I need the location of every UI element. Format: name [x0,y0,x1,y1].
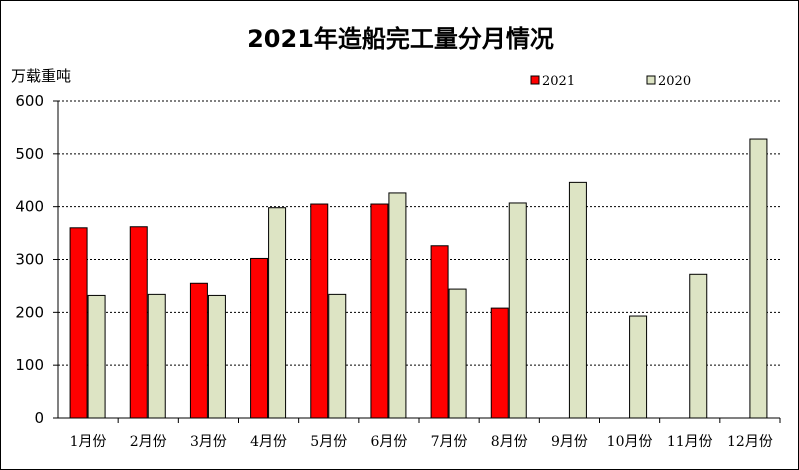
x-tick-label: 4月份 [250,434,287,450]
bar-2020-2 [147,293,166,419]
bar-2021-8 [490,307,509,419]
x-tick-label: 2月份 [130,434,167,450]
y-tick-label: 400 [15,198,44,216]
legend-swatch-2021 [530,75,540,85]
bar-2021-5 [310,203,329,419]
x-tick-label: 8月份 [491,434,528,450]
bar-2020-10 [629,315,648,419]
legend-swatch-2020 [646,75,656,85]
bar-2020-7 [448,288,467,419]
bar-2020-6 [388,192,407,419]
x-tick-label: 1月份 [70,434,107,450]
bar-2020-1 [87,294,106,419]
bar-2020-3 [207,294,226,419]
chart-title: 2021年造船完工量分月情况 [247,25,554,53]
bar-2021-2 [129,226,148,419]
x-tick-label: 6月份 [370,434,407,450]
x-tick-label: 5月份 [310,434,347,450]
bar-2021-7 [430,245,449,419]
x-tick-label: 11月份 [667,434,713,450]
bar-2021-6 [370,203,389,419]
y-tick-label: 200 [15,303,44,321]
y-tick-label: 600 [15,92,44,110]
bar-2020-9 [568,181,587,419]
bar-2020-12 [749,138,768,419]
y-tick-label: 0 [34,409,44,427]
x-tick-label: 9月份 [551,434,588,450]
bar-2021-1 [69,227,88,419]
bar-2021-4 [250,257,269,419]
y-axis-unit-label: 万载重吨 [11,67,72,85]
bar-2020-5 [328,293,347,419]
y-tick-label: 100 [15,356,44,374]
bar-2020-8 [508,202,527,419]
y-tick-label: 500 [15,145,44,163]
bar-2020-4 [268,207,287,419]
bar-2021-3 [189,282,208,419]
x-tick-label: 12月份 [727,434,773,450]
x-tick-label: 7月份 [431,434,468,450]
y-tick-label: 300 [15,251,44,269]
legend-label-2020: 2020 [658,74,691,89]
x-tick-label: 10月份 [607,434,653,450]
bar-2020-11 [689,273,708,419]
legend-label-2021: 2021 [542,74,575,89]
x-tick-label: 3月份 [190,434,227,450]
